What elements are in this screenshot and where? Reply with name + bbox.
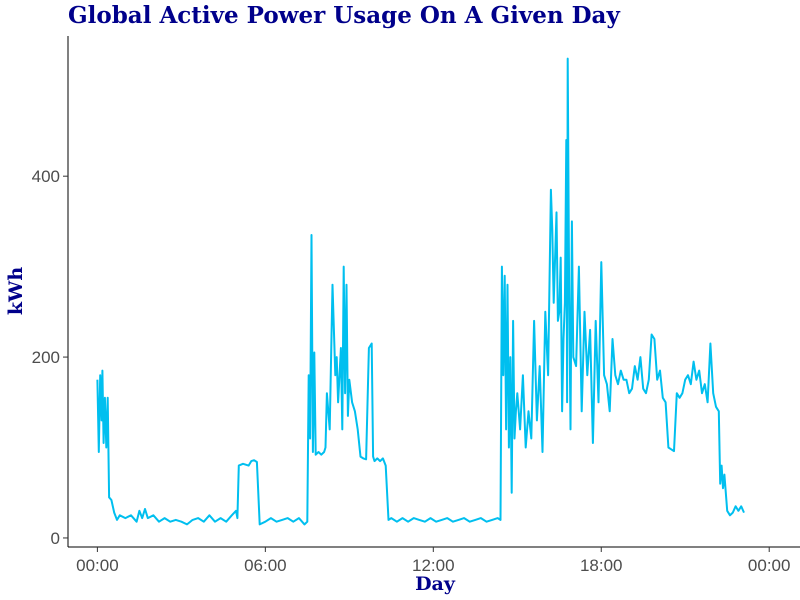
y-axis-title: kWh xyxy=(5,267,27,316)
x-tick-label: 00:00 xyxy=(748,556,791,575)
x-tick-label: 12:00 xyxy=(412,556,455,575)
y-axis-ticks: 0 200 400 xyxy=(32,167,68,548)
x-axis-ticks: 00:00 06:00 12:00 18:00 00:00 xyxy=(76,547,790,575)
series-line xyxy=(96,57,745,526)
x-tick-label: 18:00 xyxy=(580,556,623,575)
x-tick-label: 06:00 xyxy=(244,556,287,575)
chart-title: Global Active Power Usage On A Given Day xyxy=(68,2,620,29)
x-tick-label: 00:00 xyxy=(76,556,119,575)
y-tick-label: 400 xyxy=(32,167,60,186)
y-tick-label: 200 xyxy=(32,348,60,367)
y-tick-label: 0 xyxy=(51,529,60,548)
x-axis-title: Day xyxy=(415,573,456,595)
